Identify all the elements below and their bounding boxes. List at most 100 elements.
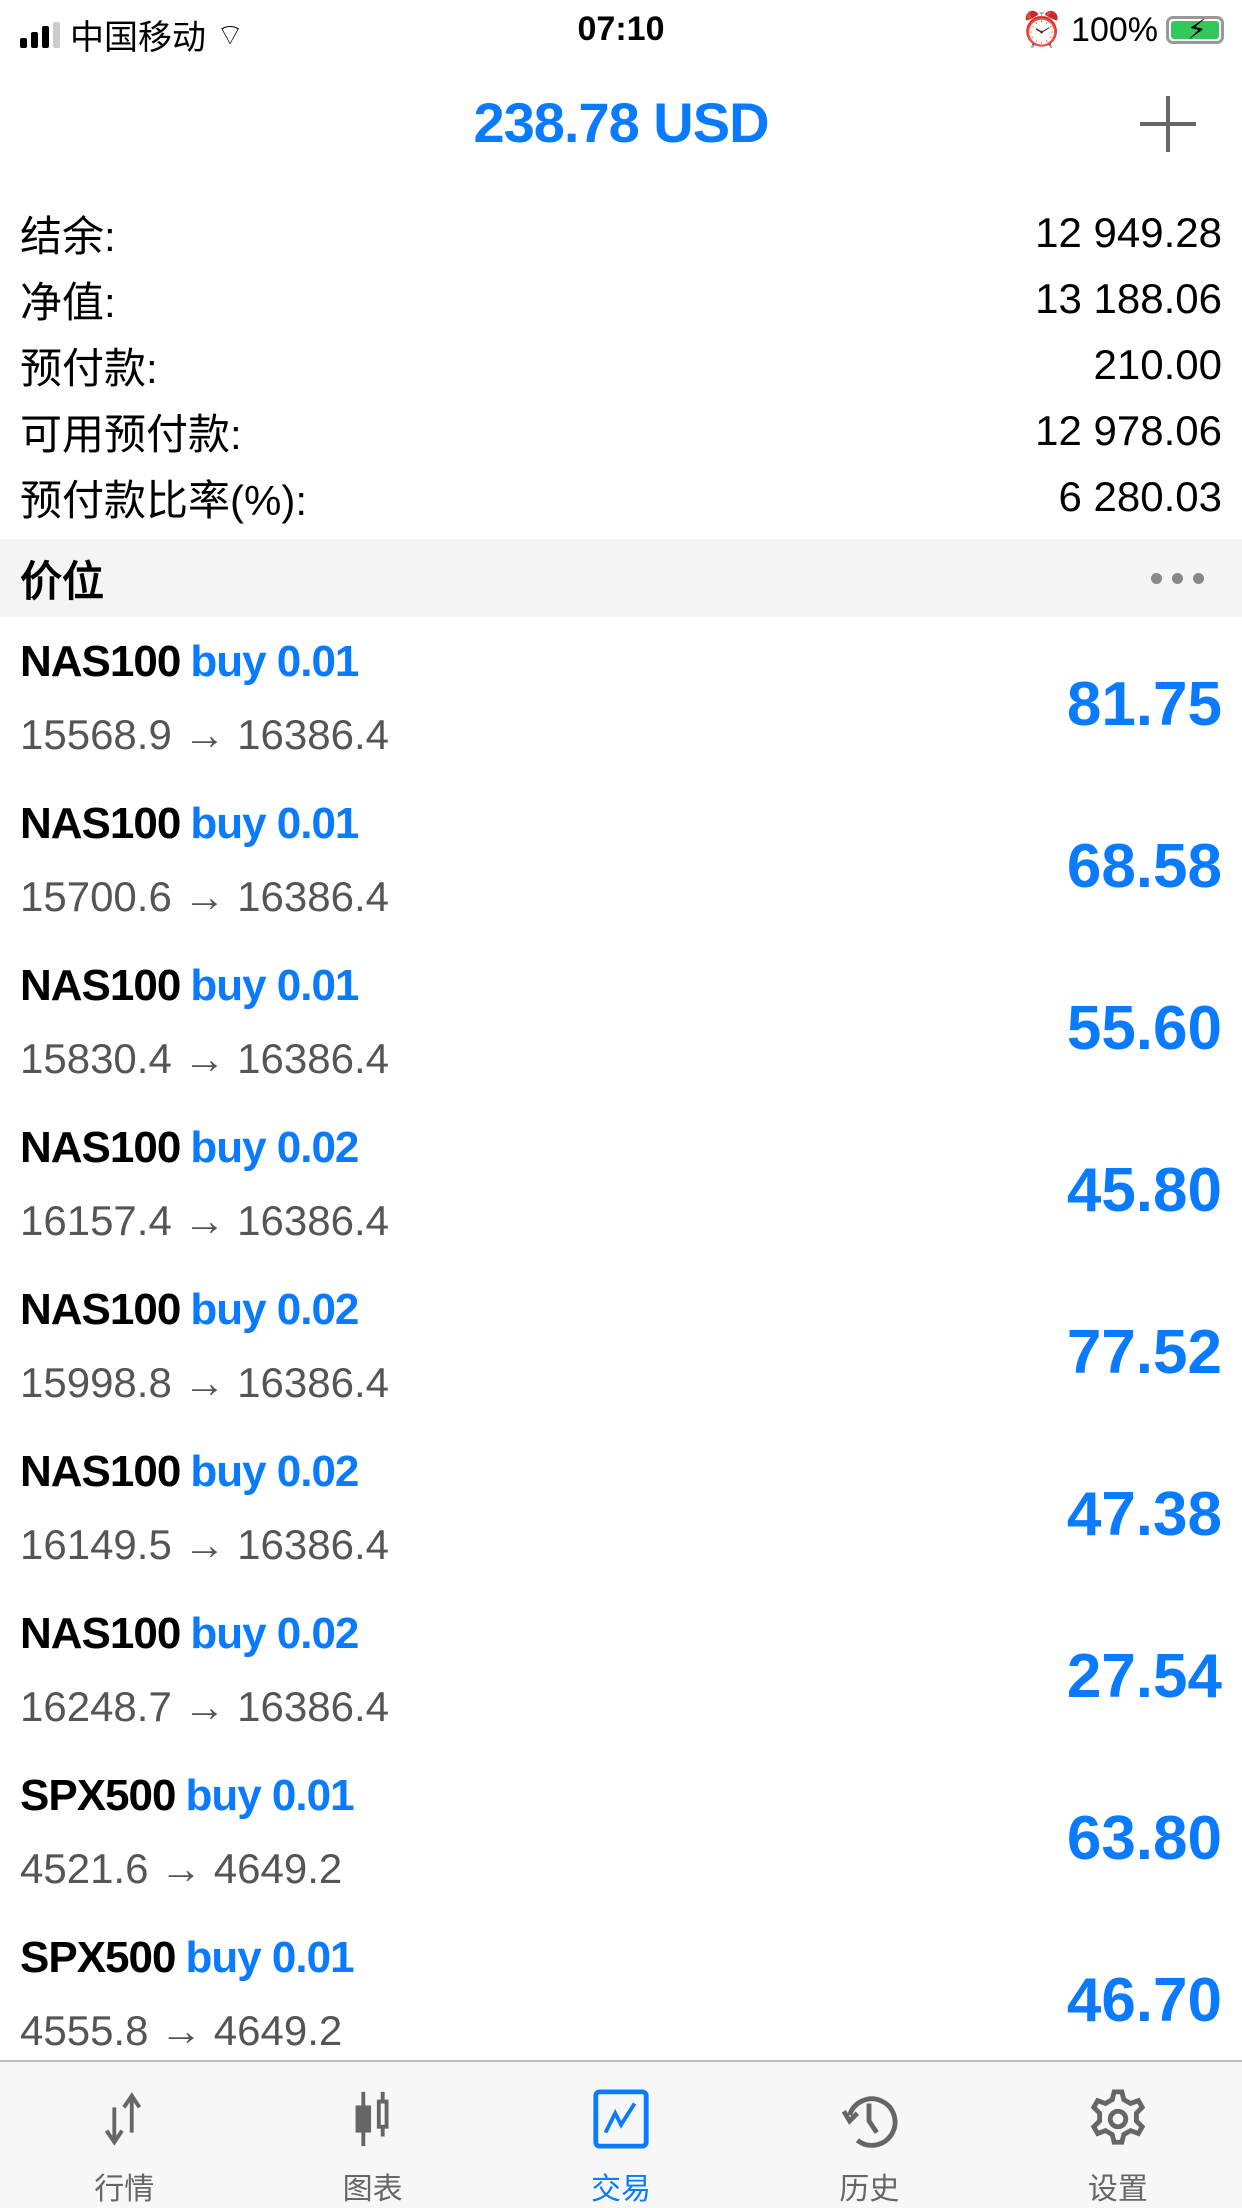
position-type: buy 0.02	[190, 1447, 359, 1496]
position-symbol: NAS100	[20, 1447, 181, 1496]
position-row[interactable]: SPX500 buy 0.01 4521.6 → 4649.2 63.80	[0, 1751, 1242, 1913]
position-profit: 63.80	[1066, 1804, 1222, 1873]
position-title: SPX500 buy 0.01	[20, 1771, 355, 1821]
battery-icon: ⚡	[1166, 14, 1224, 45]
tab-label: 图表	[342, 2173, 403, 2206]
position-symbol: NAS100	[20, 637, 181, 686]
tab-chart[interactable]: 图表	[248, 2062, 496, 2208]
tab-bar: 行情 图表 交易 历史 设置	[0, 2060, 1242, 2208]
position-type: buy 0.01	[190, 799, 359, 848]
positions-list: NAS100 buy 0.01 15568.9 → 16386.4 81.75 NA…	[0, 617, 1242, 2075]
alarm-icon: ⏰	[1020, 11, 1064, 49]
summary-label: 净值:	[20, 278, 116, 326]
tab-history[interactable]: 历史	[745, 2062, 993, 2208]
position-prices: 15998.8 → 16386.4	[20, 1359, 389, 1406]
position-row[interactable]: NAS100 buy 0.01 15830.4 → 16386.4 55.60	[0, 941, 1242, 1103]
position-row[interactable]: NAS100 buy 0.02 16149.5 → 16386.4 47.38	[0, 1427, 1242, 1589]
tab-quotes[interactable]: 行情	[0, 2062, 248, 2208]
summary-label: 预付款:	[20, 344, 158, 392]
summary-value: 6 280.03	[1058, 473, 1223, 520]
position-title: NAS100 buy 0.02	[20, 1609, 359, 1659]
summary-value: 12 978.06	[1035, 407, 1222, 454]
tab-trade[interactable]: 交易	[497, 2062, 745, 2208]
status-bar: 中国移动 ⌔ 07:10 ⏰ 100% ⚡	[0, 0, 1242, 62]
more-options-icon[interactable]	[1151, 572, 1204, 584]
position-profit: 55.60	[1066, 994, 1222, 1063]
position-prices: 16149.5 → 16386.4	[20, 1521, 389, 1568]
position-title: NAS100 buy 0.01	[20, 637, 359, 687]
position-title: NAS100 buy 0.02	[20, 1447, 359, 1497]
summary-row-margin: 预付款: 210.00	[0, 332, 1242, 398]
position-row[interactable]: SPX500 buy 0.01 4555.8 → 4649.2 46.70	[0, 1913, 1242, 2075]
position-title: NAS100 buy 0.01	[20, 799, 359, 849]
position-type: buy 0.02	[190, 1609, 359, 1658]
position-title: NAS100 buy 0.01	[20, 961, 359, 1011]
position-prices: 16157.4 → 16386.4	[20, 1197, 389, 1244]
clock: 07:10	[577, 10, 665, 48]
position-symbol: NAS100	[20, 799, 181, 848]
wifi-icon: ⌔	[216, 18, 245, 52]
summary-label: 结余:	[20, 212, 116, 260]
summary-label: 可用预付款:	[20, 410, 242, 458]
position-type: buy 0.01	[190, 637, 359, 686]
add-order-button[interactable]	[1140, 96, 1196, 152]
position-row[interactable]: NAS100 buy 0.02 16248.7 → 16386.4 27.54	[0, 1589, 1242, 1751]
position-prices: 15700.6 → 16386.4	[20, 873, 389, 920]
quotes-arrows-icon	[105, 2092, 142, 2146]
tab-label: 交易	[591, 2173, 652, 2206]
position-prices: 4555.8 → 4649.2	[20, 2007, 343, 2054]
summary-value: 12 949.28	[1035, 209, 1222, 256]
section-title: 价位	[20, 557, 105, 605]
position-profit: 81.75	[1066, 670, 1222, 739]
position-profit: 27.54	[1066, 1642, 1222, 1711]
summary-row-free-margin: 可用预付款: 12 978.06	[0, 398, 1242, 464]
positions-header: 价位	[0, 539, 1242, 617]
position-prices: 4521.6 → 4649.2	[20, 1845, 343, 1892]
candlestick-icon	[355, 2091, 389, 2147]
profit-title: 238.78 USD	[473, 91, 769, 154]
position-symbol: NAS100	[20, 961, 181, 1010]
tab-label: 历史	[839, 2173, 900, 2206]
position-title: SPX500 buy 0.01	[20, 1933, 355, 1983]
battery-percent: 100%	[1071, 10, 1158, 49]
position-profit: 68.58	[1066, 832, 1222, 901]
summary-row-margin-level: 预付款比率(%): 6 280.03	[0, 464, 1242, 530]
position-row[interactable]: NAS100 buy 0.01 15568.9 → 16386.4 81.75	[0, 617, 1242, 779]
position-type: buy 0.02	[190, 1123, 359, 1172]
position-row[interactable]: NAS100 buy 0.01 15700.6 → 16386.4 68.58	[0, 779, 1242, 941]
position-title: NAS100 buy 0.02	[20, 1285, 359, 1335]
carrier: 中国移动	[70, 19, 206, 57]
tab-label: 设置	[1087, 2173, 1148, 2206]
position-row[interactable]: NAS100 buy 0.02 15998.8 → 16386.4 77.52	[0, 1265, 1242, 1427]
position-row[interactable]: NAS100 buy 0.02 16157.4 → 16386.4 45.80	[0, 1103, 1242, 1265]
summary-value: 13 188.06	[1035, 275, 1222, 322]
position-symbol: NAS100	[20, 1285, 181, 1334]
position-title: NAS100 buy 0.02	[20, 1123, 359, 1173]
position-prices: 15568.9 → 16386.4	[20, 711, 389, 758]
position-symbol: SPX500	[20, 1933, 176, 1982]
position-prices: 15830.4 → 16386.4	[20, 1035, 389, 1082]
position-type: buy 0.01	[185, 1771, 354, 1820]
position-prices: 16248.7 → 16386.4	[20, 1683, 389, 1730]
history-clock-icon	[842, 2096, 898, 2148]
position-symbol: SPX500	[20, 1771, 176, 1820]
position-profit: 77.52	[1066, 1318, 1222, 1387]
position-type: buy 0.01	[190, 961, 359, 1010]
signal-icon	[20, 21, 60, 48]
position-profit: 46.70	[1066, 1966, 1222, 2035]
summary-value: 210.00	[1093, 341, 1222, 388]
trade-chart-icon	[593, 2089, 649, 2149]
position-profit: 47.38	[1066, 1480, 1222, 1549]
position-type: buy 0.01	[185, 1933, 354, 1982]
summary-label: 预付款比率(%):	[20, 476, 307, 524]
gear-icon	[1090, 2089, 1146, 2145]
position-symbol: NAS100	[20, 1123, 181, 1172]
position-profit: 45.80	[1066, 1156, 1222, 1225]
position-type: buy 0.02	[190, 1285, 359, 1334]
tab-settings[interactable]: 设置	[994, 2062, 1242, 2208]
tab-label: 行情	[94, 2173, 155, 2206]
position-symbol: NAS100	[20, 1609, 181, 1658]
summary-row-balance: 结余: 12 949.28	[0, 200, 1242, 266]
summary-row-equity: 净值: 13 188.06	[0, 266, 1242, 332]
account-summary: 结余: 12 949.28 净值: 13 188.06 预付款: 210.00 可用预…	[0, 200, 1242, 530]
